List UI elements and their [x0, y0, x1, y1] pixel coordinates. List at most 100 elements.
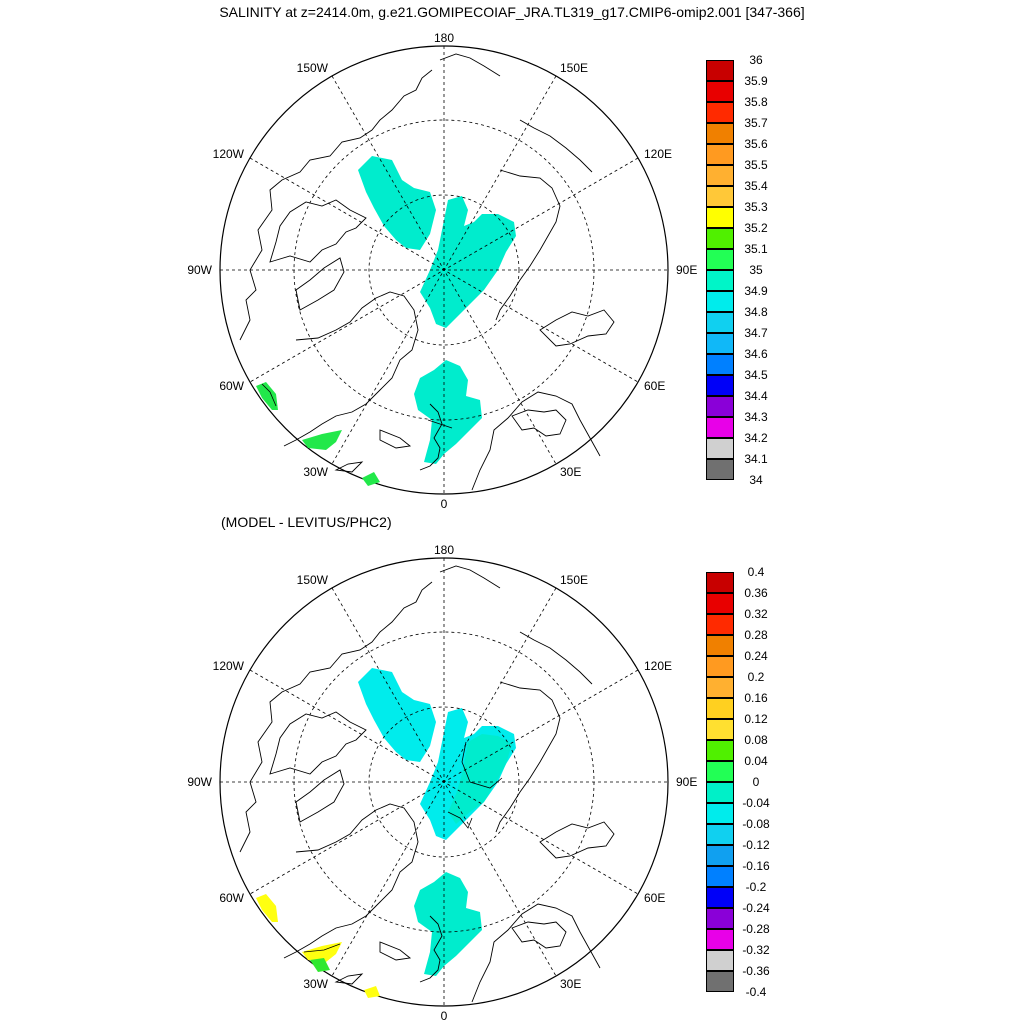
- lon-label-150w: 150W: [297, 573, 329, 587]
- field-region-irminger-sea-small: [310, 958, 330, 972]
- colorbar-label: 0.04: [744, 754, 768, 768]
- colorbar-label: 34: [749, 473, 763, 487]
- field-region-nordic-seas: [414, 360, 482, 464]
- plot-title: SALINITY at z=2414.0m, g.e21.GOMIPECOIAF…: [219, 4, 805, 20]
- field-region-labrador-sea: [256, 894, 278, 922]
- colorbar-label: 35.1: [744, 242, 768, 256]
- colorbar-swatch: [706, 761, 734, 782]
- colorbar-label: 0.32: [744, 607, 768, 621]
- colorbar-label: 0.28: [744, 628, 768, 642]
- colorbar-swatch: [706, 614, 734, 635]
- lon-label-150e: 150E: [560, 573, 588, 587]
- colorbar-swatch: [706, 698, 734, 719]
- field-region-labrador-sea: [256, 382, 278, 410]
- colorbar-label: 34.2: [744, 431, 768, 445]
- coastlines: [239, 53, 615, 491]
- field-region-iceland-basin: [364, 986, 380, 998]
- lon-label-90e: 90E: [676, 263, 697, 277]
- lon-label-0: 0: [441, 1009, 448, 1023]
- colorbar-label: 0.2: [747, 670, 765, 684]
- lon-label-150w: 150W: [297, 61, 329, 75]
- colorbar-label: -0.04: [742, 796, 770, 810]
- colorbar-swatch: [706, 81, 734, 102]
- colorbar-label: -0.12: [742, 838, 770, 852]
- colorbar-label: -0.32: [742, 943, 770, 957]
- colorbar-label: 0.12: [744, 712, 768, 726]
- graticule: [220, 46, 668, 494]
- lon-label-60w: 60W: [219, 891, 244, 905]
- colorbar-swatch: [706, 929, 734, 950]
- lon-label-150e: 150E: [560, 61, 588, 75]
- colorbar-swatch: [706, 459, 734, 480]
- colorbar-swatch: [706, 656, 734, 677]
- lon-label-30w: 30W: [303, 977, 328, 991]
- panel-subtitle: (MODEL - LEVITUS/PHC2): [221, 514, 392, 530]
- colorbar-swatch: [706, 123, 734, 144]
- contour-lines: [303, 741, 503, 953]
- colorbar-swatch: [706, 270, 734, 291]
- colorbar-swatch: [706, 207, 734, 228]
- colorbar-label: 35.6: [744, 137, 768, 151]
- colorbar-label: 34.3: [744, 410, 768, 424]
- field-region-iceland-basin: [362, 472, 380, 486]
- field-region-eurasian-basin-positive: [448, 734, 512, 824]
- colorbar-swatch: [706, 824, 734, 845]
- colorbar-swatch: [706, 719, 734, 740]
- lon-label-180: 180: [434, 31, 454, 45]
- difference-map-panel: 180 0 90W 90E 150W 150E 120W 120E 60W 60…: [0, 512, 1024, 1024]
- colorbar-swatch: [706, 635, 734, 656]
- colorbar-swatch: [706, 186, 734, 207]
- colorbar-swatch: [706, 333, 734, 354]
- colorbar-swatch: [706, 950, 734, 971]
- lon-label-0: 0: [441, 497, 448, 511]
- field-region-canada-basin: [358, 156, 436, 250]
- colorbar-swatch: [706, 782, 734, 803]
- salinity-polar-map: 180 0 90W 90E 150W 150E 120W 120E 60W 60…: [187, 31, 697, 511]
- colorbar-label: 0.16: [744, 691, 768, 705]
- colorbar-label: -0.36: [742, 964, 770, 978]
- lon-label-120w: 120W: [213, 659, 245, 673]
- longitude-labels: 180 0 90W 90E 150W 150E 120W 120E 60W 60…: [187, 31, 697, 511]
- lon-label-60e: 60E: [644, 379, 665, 393]
- colorbar-label: 35.5: [744, 158, 768, 172]
- colorbar-label: 35.4: [744, 179, 768, 193]
- colorbar-swatch: [706, 593, 734, 614]
- colorbar-label: 35.8: [744, 95, 768, 109]
- colorbar-label: -0.16: [742, 859, 770, 873]
- colorbar-label: -0.08: [742, 817, 770, 831]
- colorbar-label: -0.24: [742, 901, 770, 915]
- colorbar-swatch: [706, 887, 734, 908]
- lon-label-30e: 30E: [560, 465, 581, 479]
- colorbar-swatch: [706, 803, 734, 824]
- lon-label-60w: 60W: [219, 379, 244, 393]
- colorbar-swatch: [706, 417, 734, 438]
- graticule: [220, 558, 668, 1006]
- colorbar-label: 0.08: [744, 733, 768, 747]
- colorbar-swatch: [706, 396, 734, 417]
- colorbar-label: 0.4: [747, 565, 765, 579]
- colorbar-swatch: [706, 677, 734, 698]
- colorbar-swatch: [706, 740, 734, 761]
- lon-label-90w: 90W: [187, 263, 212, 277]
- colorbar-label: 36: [749, 53, 763, 67]
- lon-label-90e: 90E: [676, 775, 697, 789]
- colorbar-label: -0.2: [745, 880, 767, 894]
- lon-label-90w: 90W: [187, 775, 212, 789]
- colorbar-swatch: [706, 866, 734, 887]
- colorbar-label: 0.24: [744, 649, 768, 663]
- field-region-nordic-seas: [414, 872, 482, 976]
- colorbar-swatch: [706, 438, 734, 459]
- colorbar-swatch: [706, 291, 734, 312]
- lon-label-60e: 60E: [644, 891, 665, 905]
- colorbar-label: 34.6: [744, 347, 768, 361]
- field-region-irminger-sea: [302, 430, 342, 450]
- colorbar-swatch: [706, 102, 734, 123]
- coastlines: [239, 565, 615, 1003]
- field-region-canada-basin: [358, 668, 436, 762]
- lon-label-120w: 120W: [213, 147, 245, 161]
- colorbar-swatch: [706, 375, 734, 396]
- colorbar-swatch: [706, 144, 734, 165]
- colorbar-label: 35.7: [744, 116, 768, 130]
- colorbar-swatch: [706, 845, 734, 866]
- colorbar-label: 34.9: [744, 284, 768, 298]
